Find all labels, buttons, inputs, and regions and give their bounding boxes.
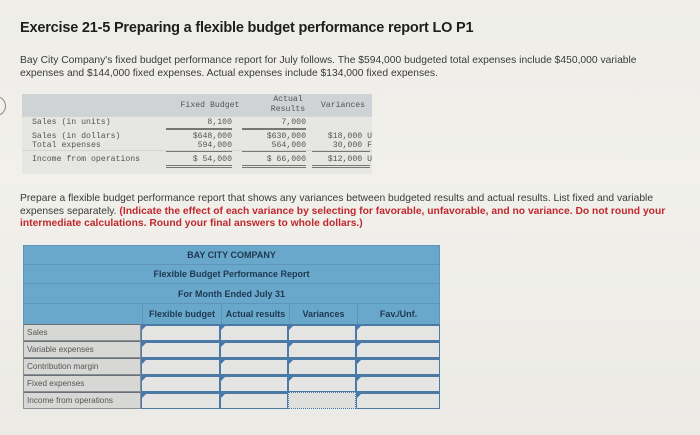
flexible-budget-input[interactable] [141, 358, 220, 375]
value-cell: $12,000 U [327, 155, 372, 164]
divider [22, 150, 372, 151]
value-cell: $18,000 U [327, 132, 372, 141]
variances-input[interactable] [288, 324, 356, 341]
intro-paragraph: Bay City Company's fixed budget performa… [20, 55, 637, 79]
value-cell: 594,000 [197, 141, 232, 150]
divider [22, 116, 372, 117]
col-header-actual-results: Actual results [221, 304, 289, 324]
fixed-budget-report-header [22, 94, 372, 116]
row-label: Contribution margin [23, 358, 141, 375]
flexible-budget-input[interactable] [141, 392, 220, 409]
actual-results-input[interactable] [220, 358, 288, 375]
report-period: For Month Ended July 31 [177, 288, 285, 299]
col-header-variances: Variances [320, 101, 366, 110]
actual-results-input[interactable] [220, 341, 288, 358]
value-cell: $ 54,000 [192, 155, 232, 164]
col-header-fav-unf: Fav./Unf. [357, 304, 439, 324]
table-row-sales: Sales [23, 324, 440, 341]
variances-input[interactable] [288, 375, 356, 392]
underline [242, 128, 306, 130]
fav-unf-select[interactable] [356, 341, 440, 358]
underline [166, 151, 232, 152]
value-cell: $ 66,000 [266, 155, 306, 164]
flexible-budget-report-table: BAY CITY COMPANY Flexible Budget Perform… [23, 245, 440, 409]
table-row-variable-expenses: Variable expenses [23, 341, 440, 358]
fav-unf-select[interactable] [356, 375, 440, 392]
fav-unf-select[interactable] [356, 392, 440, 409]
col-header-fixed-budget: Fixed Budget [180, 101, 240, 110]
flexible-budget-input[interactable] [141, 324, 220, 341]
variances-input[interactable] [288, 392, 356, 409]
col-header-actual-line2: Results [270, 105, 306, 114]
row-label: Fixed expenses [23, 375, 141, 392]
row-label-sales-units: Sales (in units) [32, 118, 111, 127]
company-name: BAY CITY COMPANY [24, 246, 439, 265]
double-underline [312, 165, 370, 168]
value-cell: 30,000 F [332, 141, 372, 150]
row-label: Sales [23, 324, 141, 341]
actual-results-input[interactable] [220, 324, 288, 341]
page-title: Exercise 21-5 Preparing a flexible budge… [20, 20, 474, 36]
row-label: Variable expenses [23, 341, 141, 358]
flexible-budget-input[interactable] [141, 341, 220, 358]
value-cell: 564,000 [271, 141, 306, 150]
fixed-budget-report-body [22, 116, 372, 174]
report-title-band: BAY CITY COMPANY Flexible Budget Perform… [23, 245, 440, 304]
instructions-text: Prepare a flexible budget performance re… [20, 193, 654, 217]
table-row-income-from-operations: Income from operations [23, 392, 440, 409]
fav-unf-select[interactable] [356, 358, 440, 375]
underline [242, 151, 306, 152]
fav-unf-select[interactable] [356, 324, 440, 341]
column-header-row: Flexible budget Actual results Variances… [23, 304, 440, 324]
variances-input[interactable] [288, 358, 356, 375]
underline [166, 128, 232, 130]
double-underline [166, 165, 232, 168]
actual-results-input[interactable] [220, 375, 288, 392]
underline [312, 151, 370, 152]
actual-results-input[interactable] [220, 392, 288, 409]
left-edge-decoration [0, 96, 6, 116]
fixed-budget-report: Fixed Budget Actual Results Variances Sa… [22, 94, 372, 174]
instructions-emphasis: (Indicate the effect of each variance by… [20, 205, 666, 230]
table-row-contribution-margin: Contribution margin [23, 358, 440, 375]
col-header-actual-line1: Actual [273, 95, 303, 104]
value-cell: 8,100 [207, 118, 232, 127]
col-header-variances: Variances [289, 304, 357, 324]
row-label-sales-dollars: Sales (in dollars) [32, 132, 121, 141]
row-label: Income from operations [23, 392, 141, 409]
flexible-budget-input[interactable] [141, 375, 220, 392]
col-header-flexible-budget: Flexible budget [142, 304, 221, 324]
value-cell: $630,000 [266, 132, 306, 141]
value-cell: $648,000 [192, 132, 232, 141]
value-cell: 7,000 [281, 118, 306, 127]
variances-input[interactable] [288, 341, 356, 358]
instructions: Prepare a flexible budget performance re… [20, 193, 680, 231]
report-name: Flexible Budget Performance Report [24, 265, 439, 284]
col-header-label [24, 304, 142, 324]
table-row-fixed-expenses: Fixed expenses [23, 375, 440, 392]
row-label-total-expenses: Total expenses [32, 141, 101, 150]
row-label-income: Income from operations [32, 155, 141, 164]
double-underline [242, 165, 306, 168]
